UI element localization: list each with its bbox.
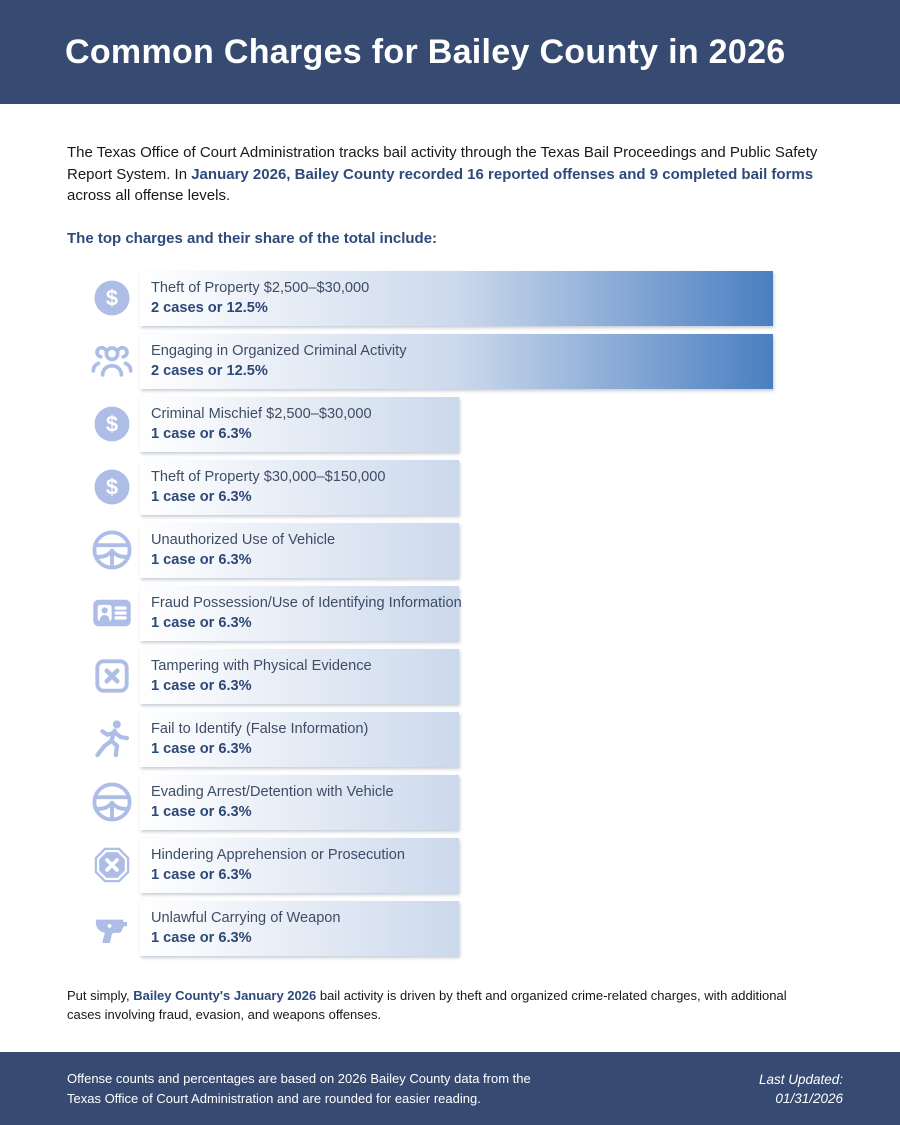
charge-row: Fail to Identify (False Information) 1 ca… xyxy=(87,711,840,767)
svg-text:$: $ xyxy=(105,286,117,311)
charge-row: Fraud Possession/Use of Identifying Info… xyxy=(87,585,840,641)
last-updated-label: Last Updated: xyxy=(758,1071,843,1087)
charge-stat: 1 case or 6.3% xyxy=(151,678,252,694)
charge-stat: 1 case or 6.3% xyxy=(151,489,252,505)
charge-stat: 1 case or 6.3% xyxy=(151,615,252,631)
charge-label: Unauthorized Use of Vehicle xyxy=(151,532,336,548)
charge-row: $ Theft of Property $30,000–$150,000 1 cas… xyxy=(87,459,840,515)
charge-label: Tampering with Physical Evidence xyxy=(151,658,372,674)
charge-stat: 1 case or 6.3% xyxy=(151,867,252,883)
charge-stat: 2 cases or 12.5% xyxy=(151,363,268,379)
charge-bar: Tampering with Physical Evidence 1 case o… xyxy=(140,648,459,704)
charge-bar: Engaging in Organized Criminal Activity 2… xyxy=(140,333,773,389)
charge-stat: 2 cases or 12.5% xyxy=(151,300,268,316)
steering-wheel-icon xyxy=(87,523,136,578)
id-card-icon xyxy=(87,586,136,641)
main-content: The Texas Office of Court Administration… xyxy=(0,104,900,1024)
summary-text-post: bail activity is driven by theft and org… xyxy=(67,987,787,1022)
octagon-x-icon xyxy=(87,838,136,893)
charge-stat: 1 case or 6.3% xyxy=(151,741,252,757)
charge-bar: Evading Arrest/Detention with Vehicle 1 c… xyxy=(140,774,459,830)
svg-text:$: $ xyxy=(105,412,117,437)
charge-bar: Theft of Property $2,500–$30,000 2 cases … xyxy=(140,270,773,326)
svg-text:$: $ xyxy=(105,475,117,500)
charge-stat: 1 case or 6.3% xyxy=(151,426,252,442)
charge-label: Unlawful Carrying of Weapon xyxy=(151,910,341,926)
charge-row: Unauthorized Use of Vehicle 1 case or 6.3… xyxy=(87,522,840,578)
last-updated: Last Updated: 01/31/2026 xyxy=(759,1070,843,1108)
intro-text-bold: January 2026, Bailey County recorded 16 … xyxy=(191,165,814,183)
intro-paragraph: The Texas Office of Court Administration… xyxy=(67,142,840,207)
charge-stat: 1 case or 6.3% xyxy=(151,930,252,946)
dollar-circle-icon: $ xyxy=(87,271,136,326)
steering-wheel-icon xyxy=(87,775,136,830)
charge-bar: Criminal Mischief $2,500–$30,000 1 case o… xyxy=(140,396,459,452)
page-header: Common Charges for Bailey County in 2026 xyxy=(0,0,900,104)
page-footer: Offense counts and percentages are based… xyxy=(0,1052,900,1125)
page-title: Common Charges for Bailey County in 2026 xyxy=(65,32,786,71)
charge-row: Hindering Apprehension or Prosecution 1 c… xyxy=(87,837,840,893)
charge-row: Evading Arrest/Detention with Vehicle 1 c… xyxy=(87,774,840,830)
gun-icon xyxy=(87,901,136,956)
charge-label: Engaging in Organized Criminal Activity xyxy=(151,343,407,359)
charge-bar: Hindering Apprehension or Prosecution 1 c… xyxy=(140,837,459,893)
charge-bar: Unauthorized Use of Vehicle 1 case or 6.3… xyxy=(140,522,459,578)
running-person-icon xyxy=(87,712,136,767)
intro-text-post: across all offense levels. xyxy=(67,187,231,204)
charge-row: Unlawful Carrying of Weapon 1 case or 6.3… xyxy=(87,900,840,956)
footer-disclaimer: Offense counts and percentages are based… xyxy=(67,1071,531,1106)
charge-stat: 1 case or 6.3% xyxy=(151,552,252,568)
charge-row: $ Criminal Mischief $2,500–$30,000 1 case … xyxy=(87,396,840,452)
charge-label: Hindering Apprehension or Prosecution xyxy=(151,847,405,863)
people-group-icon xyxy=(87,334,136,389)
dollar-circle-icon: $ xyxy=(87,397,136,452)
charge-bar: Fail to Identify (False Information) 1 ca… xyxy=(140,711,459,767)
charge-stat: 1 case or 6.3% xyxy=(151,804,252,820)
intro-text-pre: The Texas Office of Court Administration… xyxy=(67,144,818,183)
charge-label: Theft of Property $2,500–$30,000 xyxy=(151,280,370,296)
charge-row: $ Theft of Property $2,500–$30,000 2 cases… xyxy=(87,270,840,326)
charge-label: Fail to Identify (False Information) xyxy=(151,721,369,737)
charge-bar: Theft of Property $30,000–$150,000 1 case… xyxy=(140,459,459,515)
list-heading: The top charges and their share of the t… xyxy=(67,229,438,247)
last-updated-date: 01/31/2026 xyxy=(775,1090,843,1106)
charges-list: $ Theft of Property $2,500–$30,000 2 cases… xyxy=(87,270,840,956)
dollar-circle-icon: $ xyxy=(87,460,136,515)
charge-bar: Fraud Possession/Use of Identifying Info… xyxy=(140,585,462,641)
charge-row: Engaging in Organized Criminal Activity 2… xyxy=(87,333,840,389)
charge-label: Fraud Possession/Use of Identifying Info… xyxy=(151,595,462,611)
summary-text-bold: Bailey County's January 2026 xyxy=(133,987,317,1003)
charge-row: Tampering with Physical Evidence 1 case o… xyxy=(87,648,840,704)
summary-paragraph: Put simply, Bailey County's January 2026… xyxy=(67,986,812,1024)
charge-label: Theft of Property $30,000–$150,000 xyxy=(151,469,386,485)
summary-text-pre: Put simply, xyxy=(67,987,134,1003)
charge-label: Criminal Mischief $2,500–$30,000 xyxy=(151,406,372,422)
charge-bar: Unlawful Carrying of Weapon 1 case or 6.3… xyxy=(140,900,459,956)
box-x-icon xyxy=(87,649,136,704)
charge-label: Evading Arrest/Detention with Vehicle xyxy=(151,784,394,800)
